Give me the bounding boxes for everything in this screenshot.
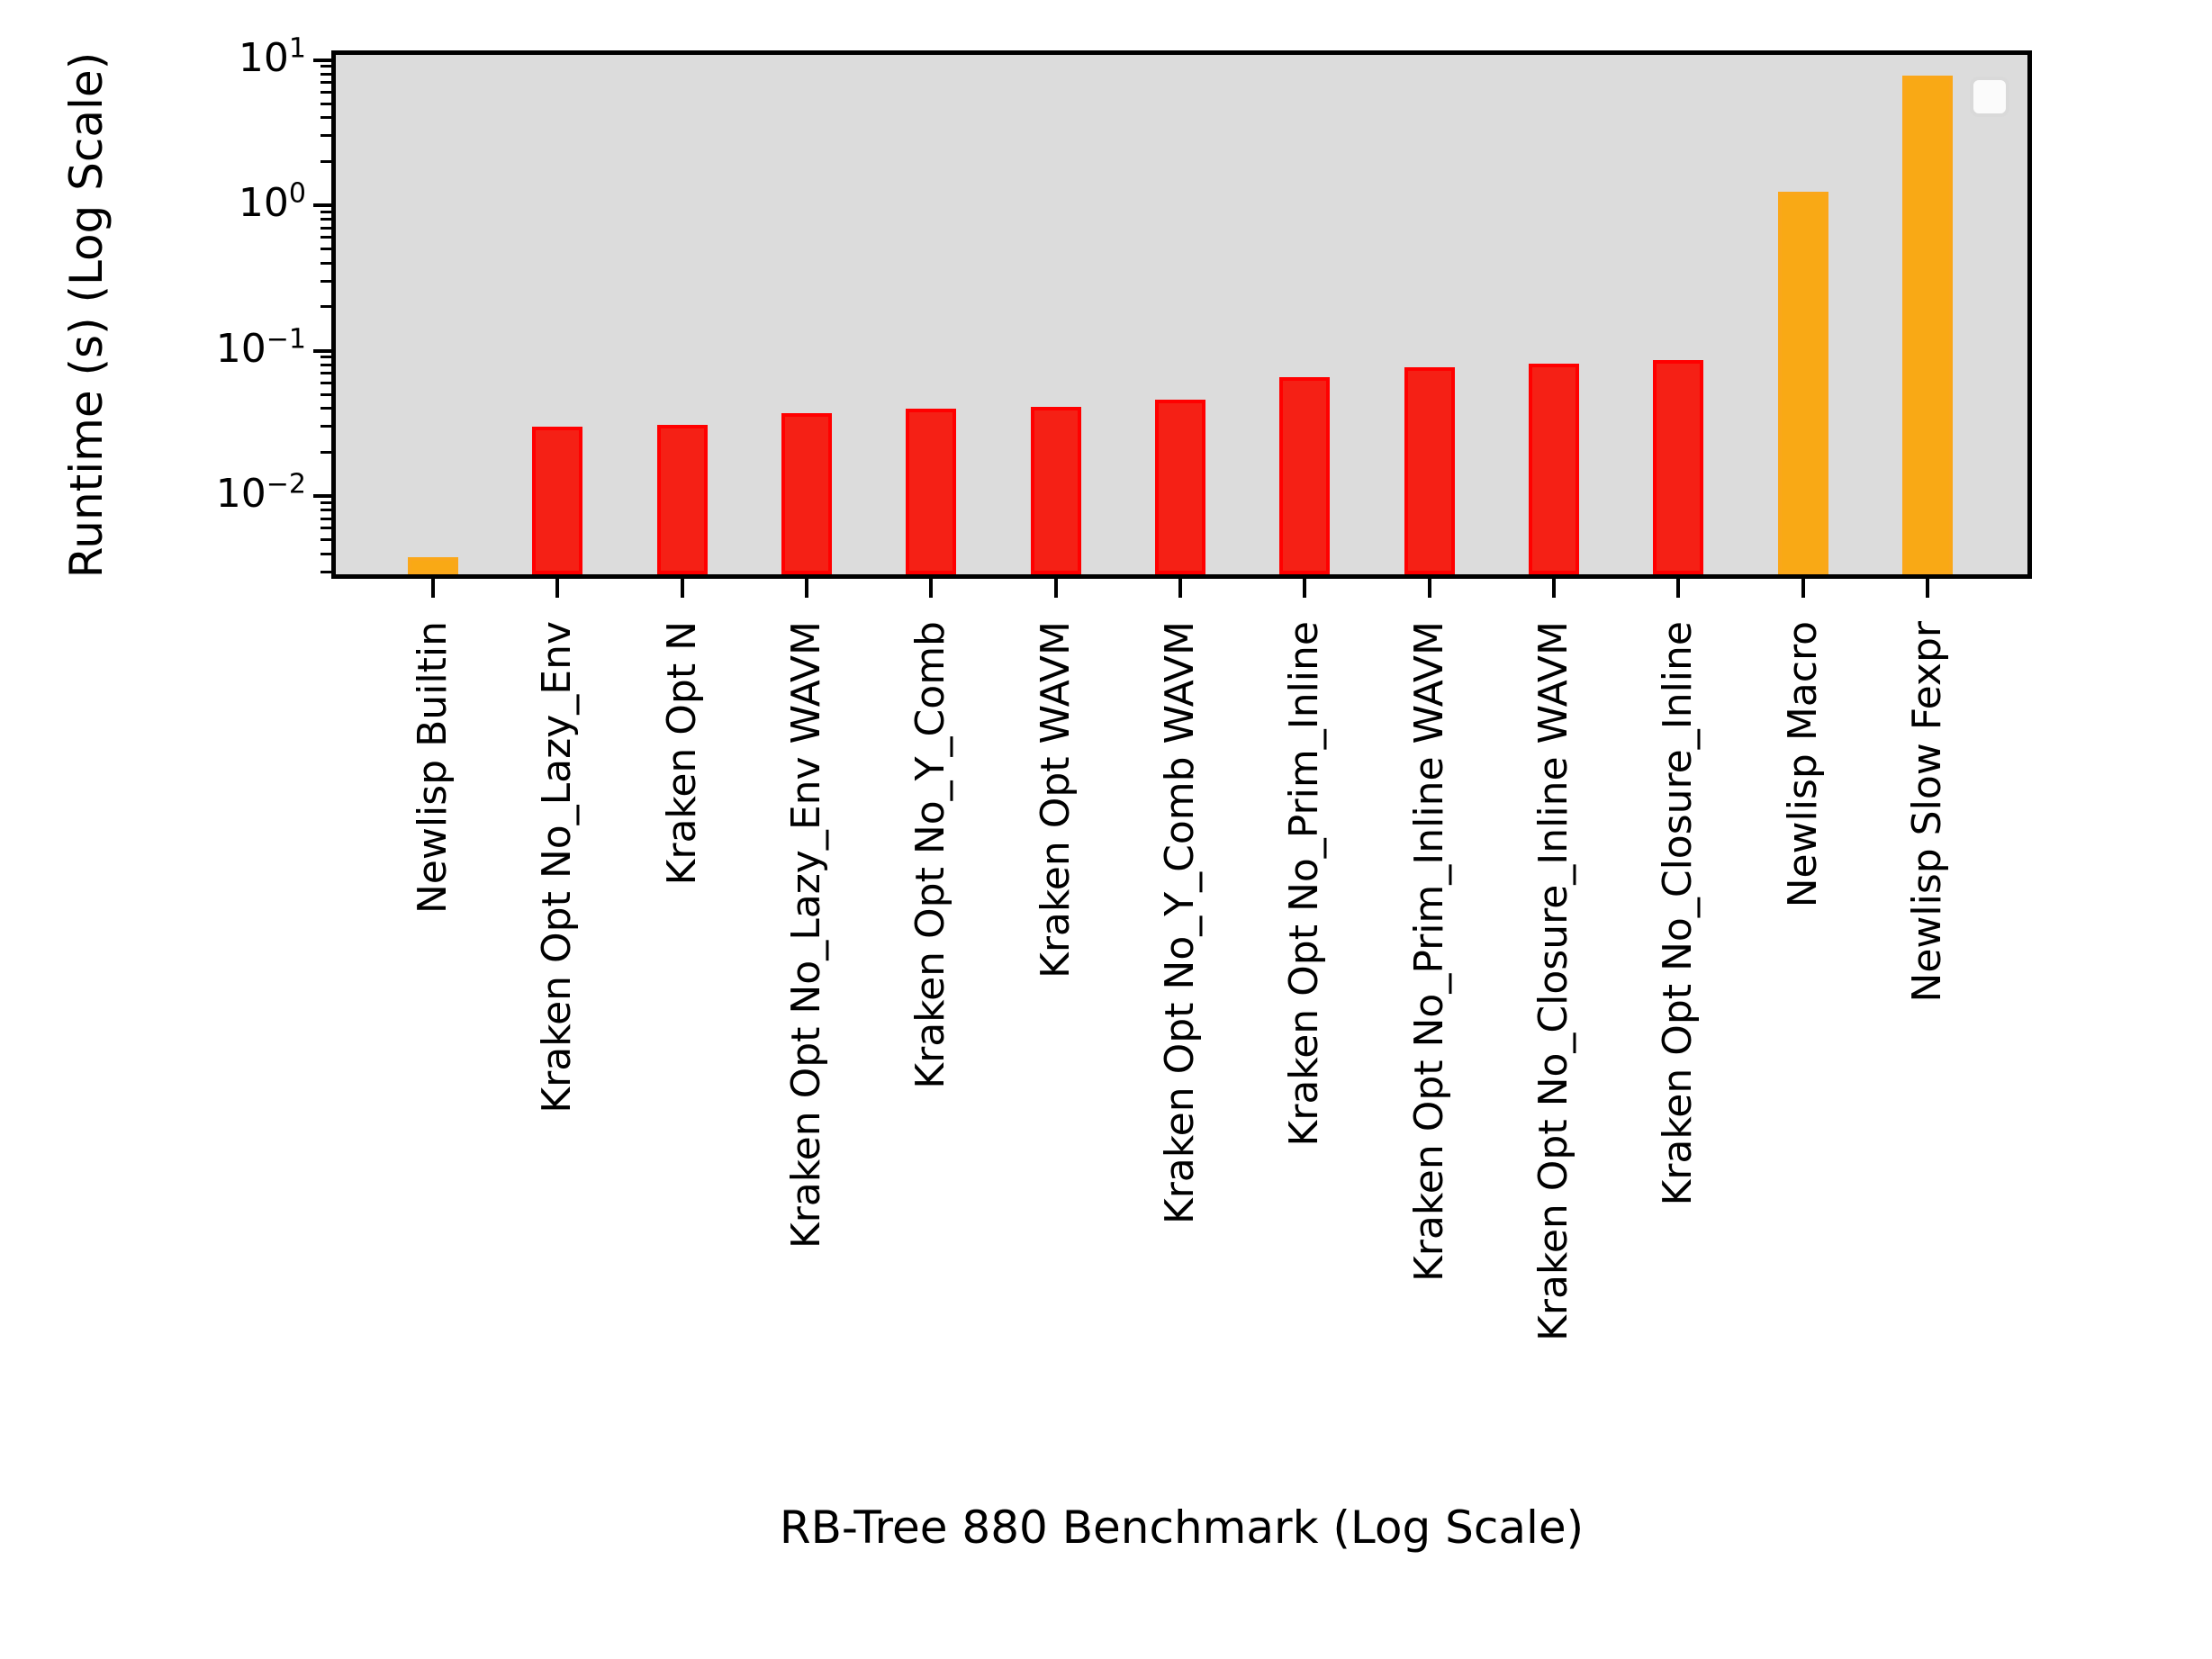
y-minor-tick [321,218,331,221]
y-minor-tick [321,236,331,239]
x-tick-label-text: Kraken Opt N [658,621,705,886]
x-tick [1178,579,1182,598]
legend-box [1970,77,2009,117]
bar-kraken-opt-no-lazy-env [532,426,583,574]
y-minor-tick [321,372,331,375]
x-tick-label-text: Newlisp Macro [1779,621,1826,908]
y-minor-tick [321,72,331,76]
bar-kraken-opt-no-closure-inline [1653,360,1704,574]
bar-kraken-opt-no-y-comb-wavm [1154,399,1205,574]
y-major-tick [313,348,331,353]
y-minor-tick [321,279,331,283]
bar-kraken-opt-n [656,424,708,574]
x-tick [1551,579,1556,598]
x-tick-label-text: Newlisp Builtin [410,621,456,915]
y-minor-tick [321,381,331,384]
y-minor-tick [321,81,331,85]
x-tick [929,579,934,598]
x-tick-label-text: Kraken Opt No_Lazy_Env [534,621,581,1114]
bar-kraken-opt-no-y-comb [906,408,957,574]
y-minor-tick [321,305,331,309]
y-minor-tick [321,65,331,68]
x-tick-label-text: Kraken Opt No_Prim_Inline WAVM [1405,621,1452,1283]
x-tick-label-text: Kraken Opt WAVM [1032,621,1079,979]
spine-left [331,50,336,579]
x-tick [680,579,684,598]
x-tick-label-text: Newlisp Slow Fexpr [1903,621,1950,1003]
x-tick-label-text: Kraken Opt No_Lazy_Env WAVM [782,621,829,1249]
x-tick [1427,579,1431,598]
y-major-tick [313,203,331,207]
bar-newlisp-macro [1777,191,1828,574]
spine-top [331,50,2032,55]
y-tick-label: 101 [238,32,306,81]
y-tick-label: 10−2 [215,468,306,517]
spine-right [2027,50,2032,579]
y-minor-tick [321,538,331,542]
y-minor-tick [321,392,331,396]
bar-kraken-opt-wavm [1030,407,1081,574]
y-minor-tick [321,210,331,213]
y-minor-tick [321,570,331,573]
x-tick [1053,579,1058,598]
y-minor-tick [321,248,331,251]
bar-kraken-opt-no-closure-inline-wavm [1528,364,1579,574]
y-minor-tick [321,159,331,163]
y-minor-tick [321,134,331,138]
y-tick-label: 10−1 [215,322,306,372]
x-tick-label-text: Kraken Opt No_Closure_Inline [1655,621,1702,1206]
y-minor-tick [321,517,331,520]
y-axis-label-text: Runtime (s) (Log Scale) [60,51,113,578]
y-minor-tick [321,552,331,555]
x-tick [1676,579,1681,598]
y-minor-tick [321,500,331,504]
y-minor-tick [321,261,331,265]
y-minor-tick [321,527,331,530]
y-minor-tick [321,102,331,105]
y-minor-tick [321,356,331,359]
y-minor-tick [321,450,331,454]
y-major-tick [313,58,331,62]
x-tick-label-text: Kraken Opt No_Y_Comb [907,621,954,1089]
bar-kraken-opt-no-lazy-env-wavm [781,413,832,574]
x-tick [1925,579,1929,598]
spine-bottom [331,574,2032,579]
x-tick [555,579,560,598]
y-minor-tick [321,226,331,230]
x-tick [1303,579,1307,598]
y-minor-tick [321,407,331,410]
x-tick-label-text: Kraken Opt No_Y_Comb WAVM [1156,621,1203,1225]
y-tick-label: 100 [238,177,306,226]
x-tick [804,579,808,598]
bar-newlisp-builtin [408,556,458,574]
plot-area [331,50,2032,579]
y-minor-tick [321,363,331,366]
bar-newlisp-slow-fexpr [1901,75,1953,574]
y-minor-tick [321,425,331,428]
y-minor-tick [321,90,331,94]
bar-kraken-opt-no-prim-inline-wavm [1404,366,1455,574]
y-major-tick [313,494,331,498]
bar-kraken-opt-no-prim-inline [1279,376,1331,574]
x-tick [431,579,435,598]
y-minor-tick [321,509,331,512]
x-tick-label-text: Kraken Opt No_Prim_Inline [1281,621,1328,1147]
y-minor-tick [321,116,331,120]
x-tick [1801,579,1805,598]
x-tick-label-text: Kraken Opt No_Closure_Inline WAVM [1530,621,1576,1341]
x-axis-label: RB-Tree 880 Benchmark (Log Scale) [779,1501,1585,1554]
